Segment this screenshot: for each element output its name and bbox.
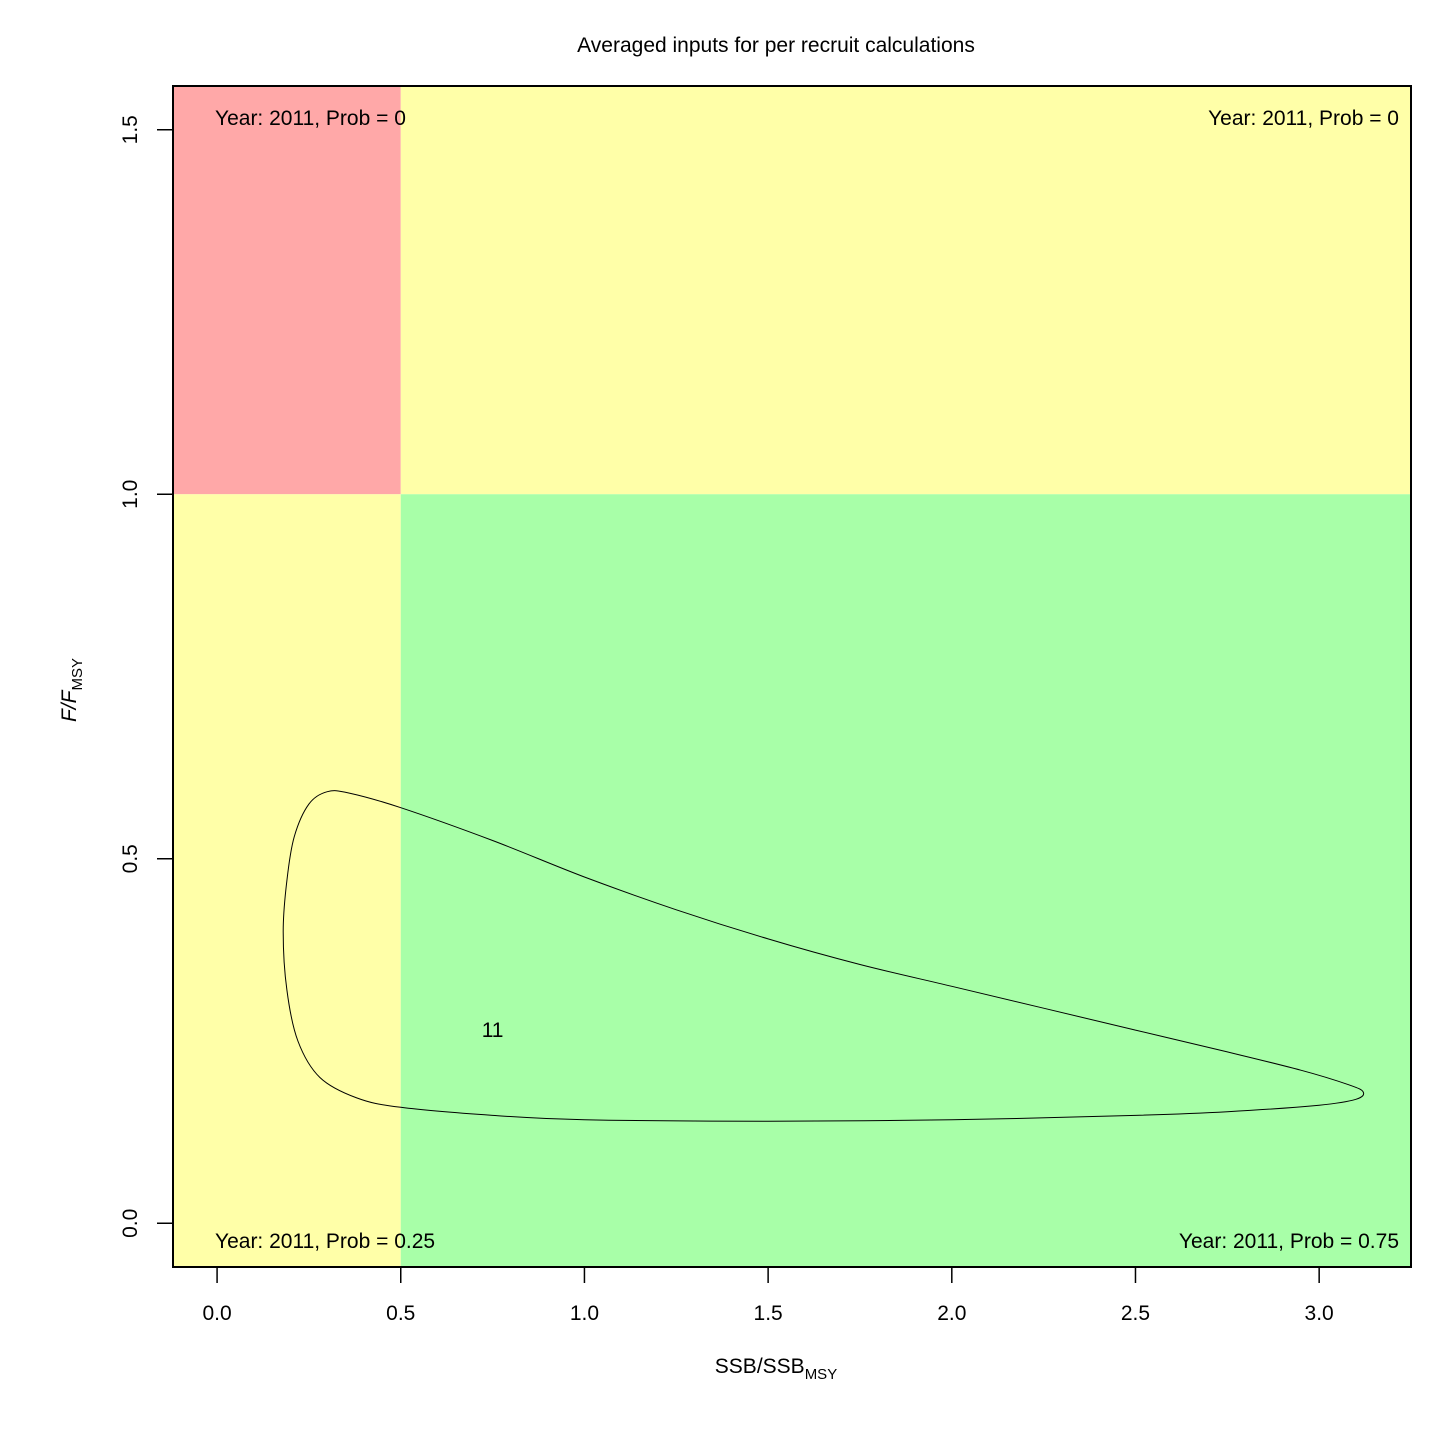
y-tick-label: 0.5: [119, 844, 142, 873]
x-tick-label: 2.0: [937, 1302, 966, 1325]
x-tick-label: 0.0: [202, 1302, 231, 1325]
x-tick-label: 3.0: [1305, 1302, 1334, 1325]
x-axis-label: SSB/SSBMSY: [715, 1355, 837, 1383]
y-axis-label: F/FMSY: [58, 658, 86, 722]
x-axis-label-main: SSB/SSB: [715, 1355, 805, 1378]
region-upper-right: [400, 86, 1412, 495]
y-axis-label-subscript: MSY: [69, 658, 86, 691]
confidence-contour: [282, 790, 1365, 1122]
x-tick-label: 0.5: [386, 1302, 415, 1325]
status-regions: [173, 86, 1412, 1267]
region-upper-left: [173, 86, 401, 495]
region-lower-right: [400, 494, 1412, 1267]
y-tick-label: 1.0: [119, 480, 142, 509]
point-label: 11: [482, 1019, 504, 1042]
y-tick-label: 1.5: [119, 115, 142, 144]
y-tick-label: 0.0: [119, 1209, 142, 1238]
x-axis: 0.0 0.5 1.0 1.5 2.0 2.5 3.0: [202, 1266, 1334, 1325]
x-tick-label: 2.5: [1121, 1302, 1150, 1325]
corner-label-bottom-left: Year: 2011, Prob = 0.25: [215, 1230, 435, 1253]
corner-label-top-right: Year: 2011, Prob = 0: [1208, 107, 1399, 130]
corner-label-bottom-right: Year: 2011, Prob = 0.75: [1179, 1230, 1399, 1253]
chart-title: Averaged inputs for per recruit calculat…: [577, 34, 975, 57]
corner-label-top-left: Year: 2011, Prob = 0: [215, 107, 406, 130]
y-axis-label-main: F/F: [58, 689, 81, 722]
x-axis-label-subscript: MSY: [805, 1366, 838, 1383]
x-tick-label: 1.0: [570, 1302, 599, 1325]
x-tick-label: 1.5: [754, 1302, 783, 1325]
y-axis: 0.0 0.5 1.0 1.5: [119, 115, 174, 1238]
